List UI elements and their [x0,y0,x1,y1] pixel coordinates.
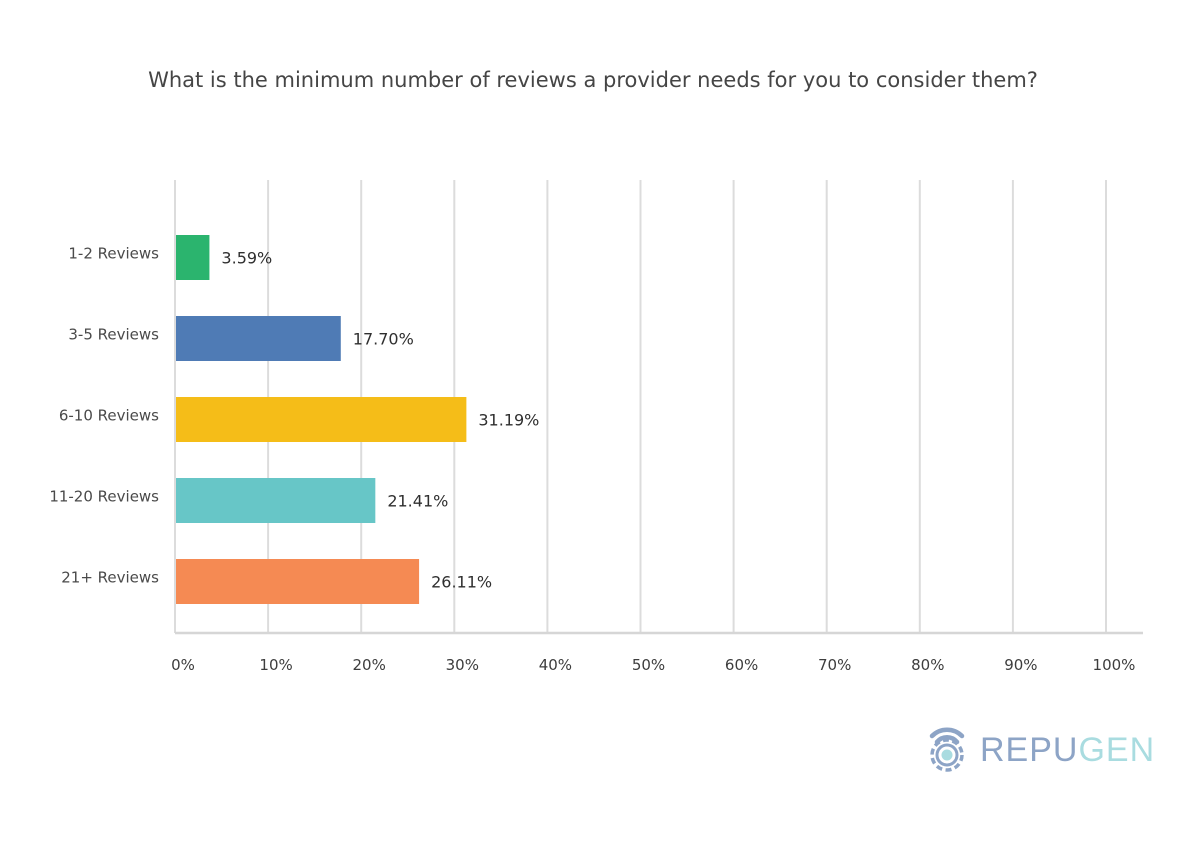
bar [176,559,420,604]
repugen-logo: REPUGEN [918,722,1158,778]
x-tick-label: 60% [725,656,758,674]
category-label: 6-10 Reviews [59,407,159,425]
category-label: 3-5 Reviews [68,326,159,344]
x-tick-labels: 0% 10% 20% 30% 40% 50% 60% 70% 80% 90% 100% [171,656,1135,674]
x-tick-label: 30% [446,656,479,674]
logo-text-repu: REPU [980,731,1079,769]
repugen-gear-signal-icon [929,727,965,772]
data-label: 17.70% [353,330,414,349]
bar [176,478,376,523]
x-tick-label: 80% [911,656,944,674]
data-label: 21.41% [387,492,448,511]
category-labels: 1-2 Reviews 3-5 Reviews 6-10 Reviews 11-20 … [49,245,159,587]
logo-wordmark: REPUGEN [980,728,1155,772]
bars [176,235,467,604]
data-label: 31.19% [478,411,539,430]
x-tick-label: 50% [632,656,665,674]
x-tick-label: 20% [353,656,386,674]
x-tick-label: 70% [818,656,851,674]
bar [176,235,210,280]
data-label: 3.59% [221,249,272,268]
category-label: 21+ Reviews [61,569,159,587]
data-label: 26.11% [431,573,492,592]
x-tick-label: 10% [259,656,292,674]
bar [176,316,341,361]
category-label: 11-20 Reviews [49,488,159,506]
x-tick-label: 0% [171,656,195,674]
value-labels: 3.59% 17.70% 31.19% 21.41% 26.11% [221,249,539,592]
category-label: 1-2 Reviews [68,245,159,263]
x-tick-label: 100% [1093,656,1136,674]
bar [176,397,467,442]
chart-title: What is the minimum number of reviews a … [148,68,1038,92]
x-tick-label: 40% [539,656,572,674]
x-tick-label: 90% [1004,656,1037,674]
logo-text-gen: GEN [1078,731,1156,769]
